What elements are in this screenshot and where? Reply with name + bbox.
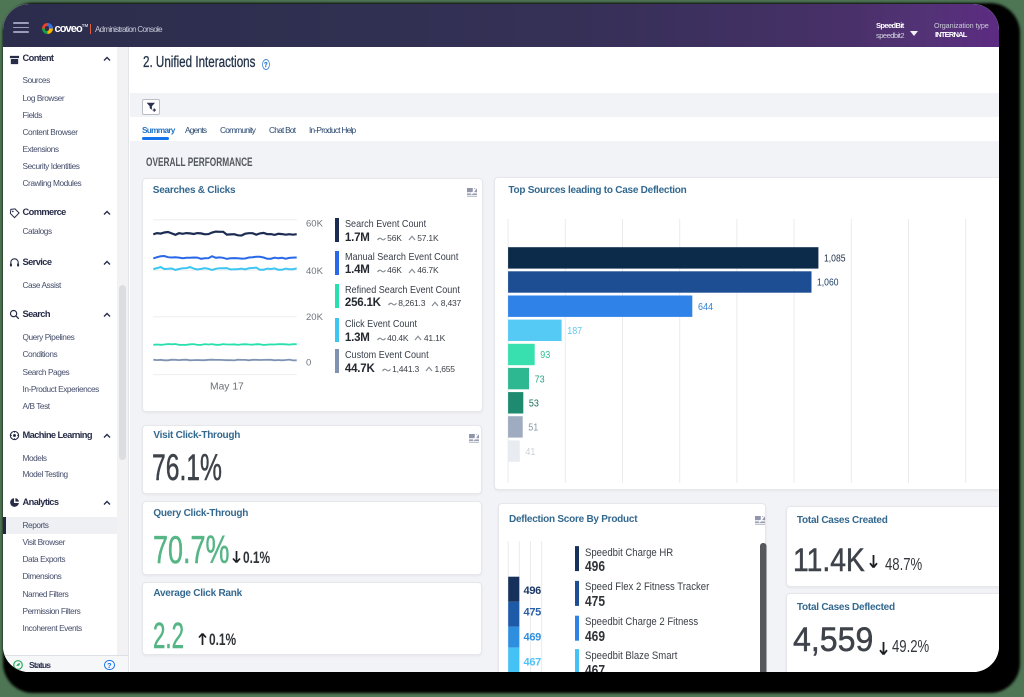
svg-text:40K: 40K: [306, 266, 324, 277]
svg-text:467: 467: [523, 657, 541, 669]
svg-text:51: 51: [529, 423, 539, 434]
svg-text:93: 93: [541, 350, 551, 361]
svg-text:469: 469: [523, 632, 541, 644]
svg-text:1,060: 1,060: [817, 278, 839, 289]
svg-text:496: 496: [523, 585, 541, 597]
svg-text:20K: 20K: [306, 312, 324, 323]
svg-text:1,085: 1,085: [824, 254, 846, 265]
svg-text:475: 475: [523, 607, 541, 619]
svg-text:53: 53: [529, 399, 539, 410]
svg-text:187: 187: [567, 326, 582, 337]
svg-text:May 17: May 17: [210, 382, 244, 393]
svg-text:73: 73: [535, 374, 545, 385]
svg-text:644: 644: [698, 302, 713, 313]
svg-text:0: 0: [306, 358, 311, 369]
svg-text:60K: 60K: [306, 218, 324, 229]
svg-text:41: 41: [526, 447, 536, 458]
